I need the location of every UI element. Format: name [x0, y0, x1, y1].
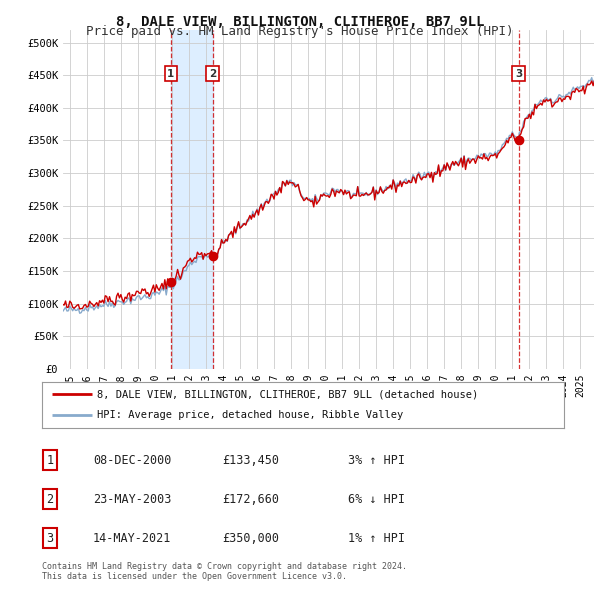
Text: 3% ↑ HPI: 3% ↑ HPI [348, 454, 405, 467]
Text: 8, DALE VIEW, BILLINGTON, CLITHEROE, BB7 9LL (detached house): 8, DALE VIEW, BILLINGTON, CLITHEROE, BB7… [97, 389, 478, 399]
Text: 23-MAY-2003: 23-MAY-2003 [93, 493, 172, 506]
Text: Price paid vs. HM Land Registry's House Price Index (HPI): Price paid vs. HM Land Registry's House … [86, 25, 514, 38]
Text: 1: 1 [167, 68, 175, 78]
Text: 14-MAY-2021: 14-MAY-2021 [93, 532, 172, 545]
Bar [171, 30, 212, 369]
Text: 2: 2 [46, 493, 53, 506]
Text: £133,450: £133,450 [222, 454, 279, 467]
Text: 08-DEC-2000: 08-DEC-2000 [93, 454, 172, 467]
Text: 3: 3 [46, 532, 53, 545]
Text: 6% ↓ HPI: 6% ↓ HPI [348, 493, 405, 506]
Text: 3: 3 [515, 68, 522, 78]
Text: £172,660: £172,660 [222, 493, 279, 506]
Text: 1: 1 [46, 454, 53, 467]
Text: HPI: Average price, detached house, Ribble Valley: HPI: Average price, detached house, Ribb… [97, 410, 403, 420]
Text: 1% ↑ HPI: 1% ↑ HPI [348, 532, 405, 545]
Text: 8, DALE VIEW, BILLINGTON, CLITHEROE, BB7 9LL: 8, DALE VIEW, BILLINGTON, CLITHEROE, BB7… [116, 15, 484, 29]
Text: 2: 2 [209, 68, 216, 78]
Text: Contains HM Land Registry data © Crown copyright and database right 2024.: Contains HM Land Registry data © Crown c… [42, 562, 407, 571]
Text: £350,000: £350,000 [222, 532, 279, 545]
Text: This data is licensed under the Open Government Licence v3.0.: This data is licensed under the Open Gov… [42, 572, 347, 581]
